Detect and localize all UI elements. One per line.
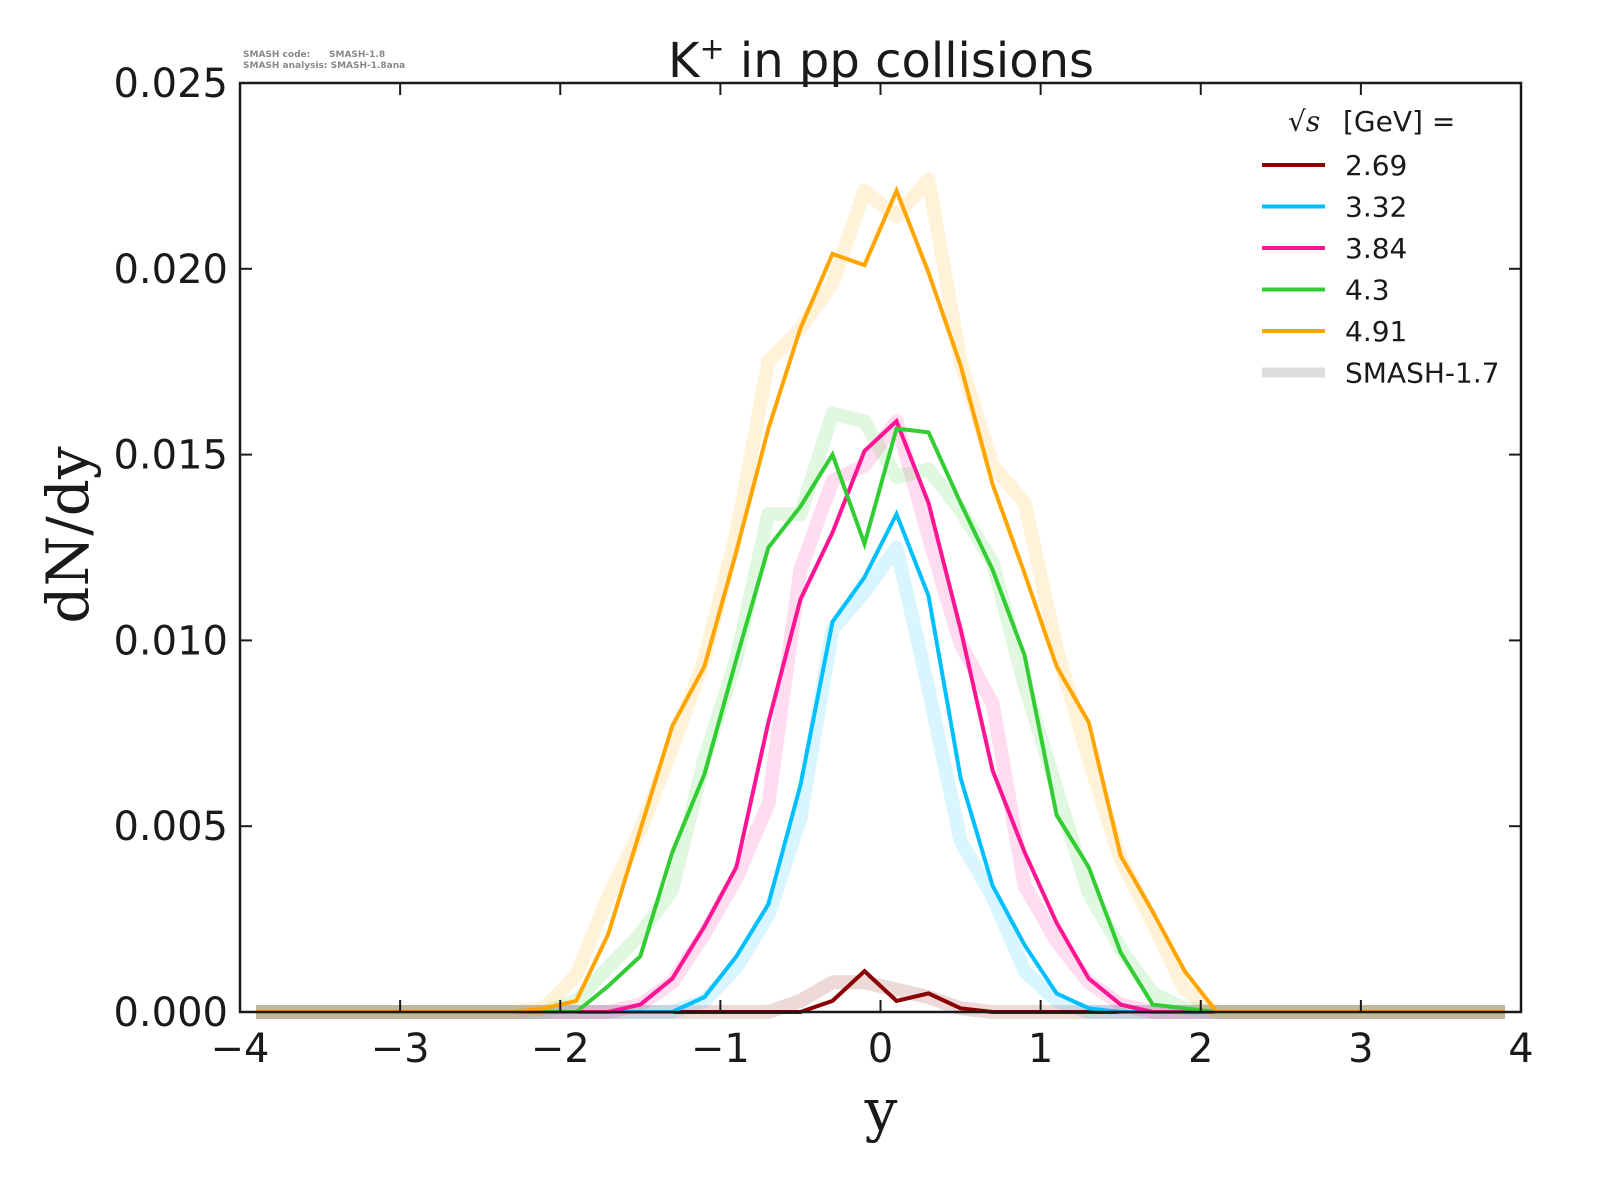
x-tick-label: −3 <box>371 1026 430 1072</box>
legend-label: 3.84 <box>1345 232 1407 265</box>
x-tick-label: 4 <box>1508 1026 1533 1072</box>
series-line-4.3 <box>256 426 1505 1014</box>
smash-analysis-label: SMASH analysis: SMASH-1.8ana <box>243 61 405 71</box>
series-line-3.84 <box>256 417 1505 1014</box>
x-tick-label: 3 <box>1348 1026 1373 1072</box>
reference-line-3 <box>256 406 1505 1019</box>
y-tick-label: 0.025 <box>113 61 228 107</box>
smash-code-label: SMASH code: SMASH-1.8 <box>243 50 385 60</box>
x-axis-label: y <box>864 1076 898 1144</box>
legend-title: [GeV] = <box>1343 105 1455 138</box>
x-tick-label: 2 <box>1188 1026 1213 1072</box>
x-tick-label: −2 <box>531 1026 590 1072</box>
legend-label: 2.69 <box>1345 149 1407 182</box>
y-tick-label: 0.010 <box>113 618 228 664</box>
legend-title-sqrt: √s <box>1288 105 1320 138</box>
chart-title: K+ in pp collisions <box>668 32 1094 89</box>
y-tick-label: 0.000 <box>113 990 228 1036</box>
x-tick-label: 0 <box>868 1026 893 1072</box>
legend: √s [GeV] = 2.69 3.32 3.84 4.3 4.91 SMASH-1.7 <box>1262 105 1500 390</box>
x-axis: −4 −3 −2 −1 0 1 2 3 4 <box>211 83 1534 1072</box>
reference-line-4 <box>256 172 1505 1019</box>
x-tick-label: −4 <box>211 1026 270 1072</box>
y-tick-label: 0.020 <box>113 247 228 293</box>
title-rest: in pp collisions <box>725 33 1094 89</box>
title-sup: + <box>699 32 724 67</box>
series-curves <box>256 185 1505 1014</box>
reference-curves <box>256 172 1505 1019</box>
y-axis-label: dN/dy <box>34 446 102 624</box>
series-line-3.32 <box>256 509 1505 1014</box>
legend-label: 4.91 <box>1345 315 1407 348</box>
reference-line-1 <box>256 540 1505 1019</box>
y-tick-label: 0.015 <box>113 433 228 479</box>
reference-line-2 <box>256 414 1505 1019</box>
y-tick-label: 0.005 <box>113 804 228 850</box>
series-line-4.91 <box>256 185 1505 1014</box>
x-tick-label: 1 <box>1028 1026 1053 1072</box>
x-tick-label: −1 <box>691 1026 750 1072</box>
legend-label: 3.32 <box>1345 191 1407 224</box>
legend-label: 4.3 <box>1345 274 1390 307</box>
legend-label: SMASH-1.7 <box>1345 357 1500 390</box>
title-main: K <box>668 33 701 89</box>
y-axis: 0.000 0.005 0.010 0.015 0.020 0.025 <box>113 61 1521 1036</box>
